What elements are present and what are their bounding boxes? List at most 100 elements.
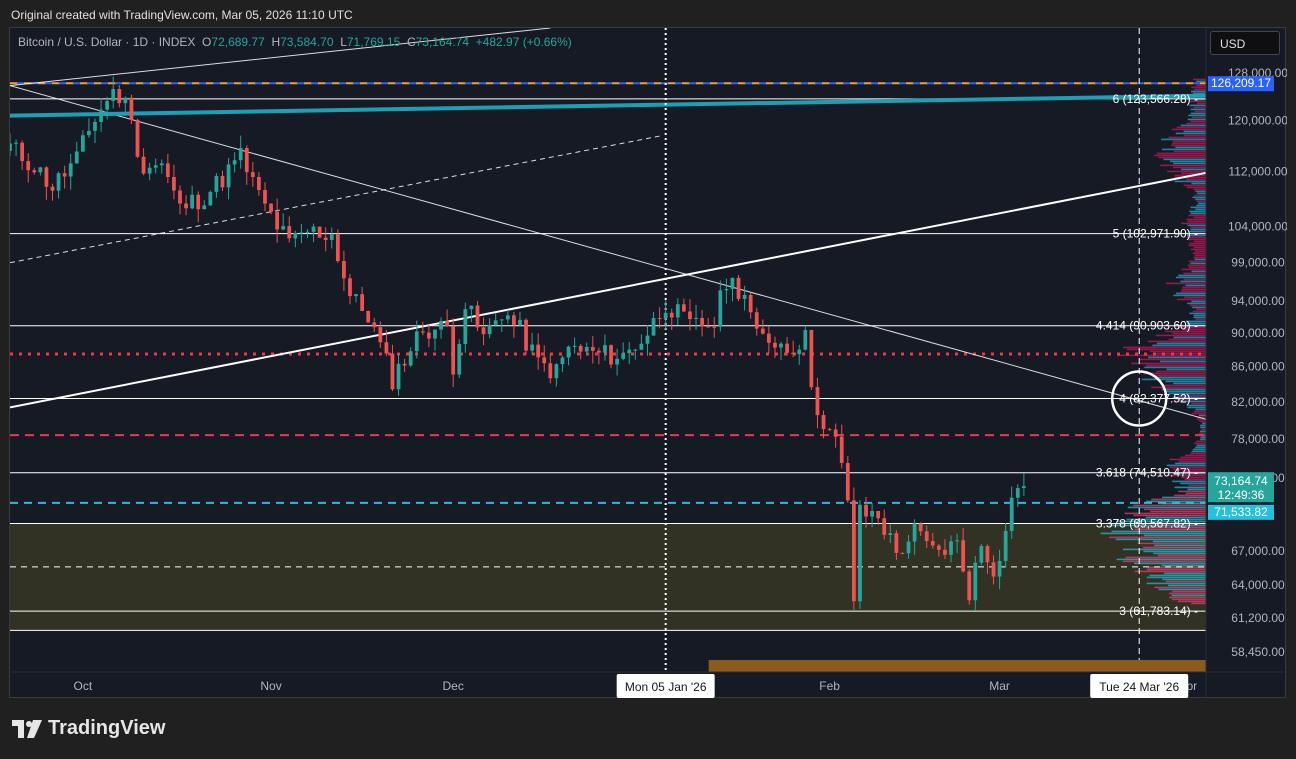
candle: [864, 504, 868, 517]
volume-profile-bar: [1160, 164, 1206, 167]
volume-profile-bar: [1199, 420, 1206, 423]
candle: [706, 326, 711, 328]
volume-profile-bar: [1168, 592, 1206, 595]
candle: [712, 326, 717, 328]
volume-profile-bar: [1193, 410, 1206, 413]
volume-profile-bar: [1189, 104, 1206, 107]
chart-frame[interactable]: 6 (123,566.28) - 5 (102,971.90) - 4.414 (9…: [9, 27, 1287, 699]
volume-profile-bar: [1194, 88, 1206, 91]
volume-profile-bar: [1168, 584, 1206, 587]
volume-profile-bar: [1187, 220, 1206, 223]
volume-profile-bar: [1180, 280, 1206, 283]
volume-profile-bar: [1188, 114, 1206, 117]
currency-button[interactable]: USD: [1210, 31, 1280, 55]
candle: [68, 163, 73, 177]
candle: [135, 119, 140, 157]
volume-profile-bar: [1153, 552, 1206, 555]
candle: [293, 232, 298, 239]
candle: [542, 357, 547, 364]
candle: [475, 305, 480, 328]
candle: [390, 353, 395, 390]
volume-profile-bar: [1180, 124, 1206, 127]
volume-profile-bar: [1155, 374, 1206, 377]
volume-profile-bar: [1191, 90, 1206, 93]
volume-profile-bar: [1187, 488, 1206, 491]
candle: [87, 130, 91, 136]
volume-profile-bar: [1133, 514, 1206, 517]
candle: [348, 278, 352, 297]
volume-profile-bar: [1148, 356, 1206, 359]
volume-profile-bar: [1180, 456, 1206, 459]
volume-profile-bar: [1195, 208, 1206, 211]
volume-profile-bar: [1187, 322, 1206, 325]
volume-profile-bar: [1183, 272, 1206, 275]
candle: [384, 342, 389, 354]
volume-profile-bar: [1189, 230, 1206, 233]
candle: [675, 304, 680, 318]
volume-profile-bar: [1165, 330, 1206, 333]
volume-profile-bar: [1195, 446, 1206, 449]
price-chart[interactable]: 6 (123,566.28) - 5 (102,971.90) - 4.414 (9…: [10, 28, 1287, 699]
candle: [724, 288, 729, 291]
trendline: [10, 85, 1206, 420]
candle: [827, 429, 832, 431]
candle: [323, 237, 328, 240]
volume-profile-bar: [1184, 454, 1206, 457]
volume-profile-bar: [1177, 394, 1206, 397]
volume-profile-bar: [1198, 414, 1206, 417]
volume-profile-bar: [1190, 206, 1206, 209]
volume-profile-bar: [1167, 170, 1206, 173]
candle: [62, 173, 67, 177]
volume-profile-bar: [1109, 536, 1206, 539]
candle: [165, 163, 170, 177]
candle: [876, 511, 881, 519]
volume-profile-bar: [1161, 564, 1206, 567]
volume-profile-bar: [1172, 142, 1206, 145]
volume-profile-bar: [1172, 480, 1206, 483]
close-key: C: [406, 35, 416, 49]
volume-profile-bar: [1191, 402, 1206, 405]
candle: [220, 175, 225, 188]
tradingview-logo[interactable]: TradingView: [12, 717, 165, 740]
candle: [657, 318, 662, 320]
volume-profile-bar: [1173, 162, 1206, 165]
time-axis-tick: Mar: [989, 679, 1010, 693]
candle: [487, 324, 492, 335]
candle: [748, 294, 753, 313]
date-marker-box: [616, 674, 715, 698]
candle: [141, 156, 146, 174]
volume-profile-bar: [1194, 258, 1206, 261]
volume-profile-bar: [1166, 464, 1206, 467]
price-label-text: 71,533.82: [1214, 505, 1268, 519]
volume-profile-bar: [1143, 534, 1206, 537]
price-axis-tick: 64,000.00: [1231, 578, 1285, 592]
volume-profile-bar: [1194, 254, 1206, 257]
volume-profile-bar: [1161, 388, 1206, 391]
volume-profile-bar: [1194, 250, 1206, 253]
date-marker-box: [1090, 674, 1189, 698]
volume-profile-bar: [1111, 530, 1206, 533]
volume-profile-bar: [1133, 504, 1206, 507]
volume-profile-bar: [1198, 202, 1206, 205]
candle: [597, 350, 601, 353]
volume-profile-bar: [1168, 392, 1206, 395]
volume-profile-bar: [1192, 92, 1206, 95]
volume-profile-bar: [1171, 128, 1206, 131]
candle: [845, 462, 850, 501]
candle: [99, 109, 103, 122]
candle: [730, 277, 735, 289]
volume-profile-bar: [1173, 382, 1206, 385]
candle: [202, 205, 207, 210]
candle: [178, 190, 182, 204]
candle: [123, 97, 128, 104]
candle: [870, 511, 874, 517]
candle: [760, 328, 765, 334]
candle: [888, 533, 893, 535]
volume-profile-bar: [1143, 546, 1206, 549]
candle: [985, 546, 990, 563]
volume-profile-bar: [1190, 452, 1206, 455]
candle: [669, 312, 674, 318]
volume-profile-bar: [1150, 510, 1206, 513]
volume-profile-bar: [1124, 512, 1206, 515]
volume-profile-bar: [1156, 152, 1206, 155]
